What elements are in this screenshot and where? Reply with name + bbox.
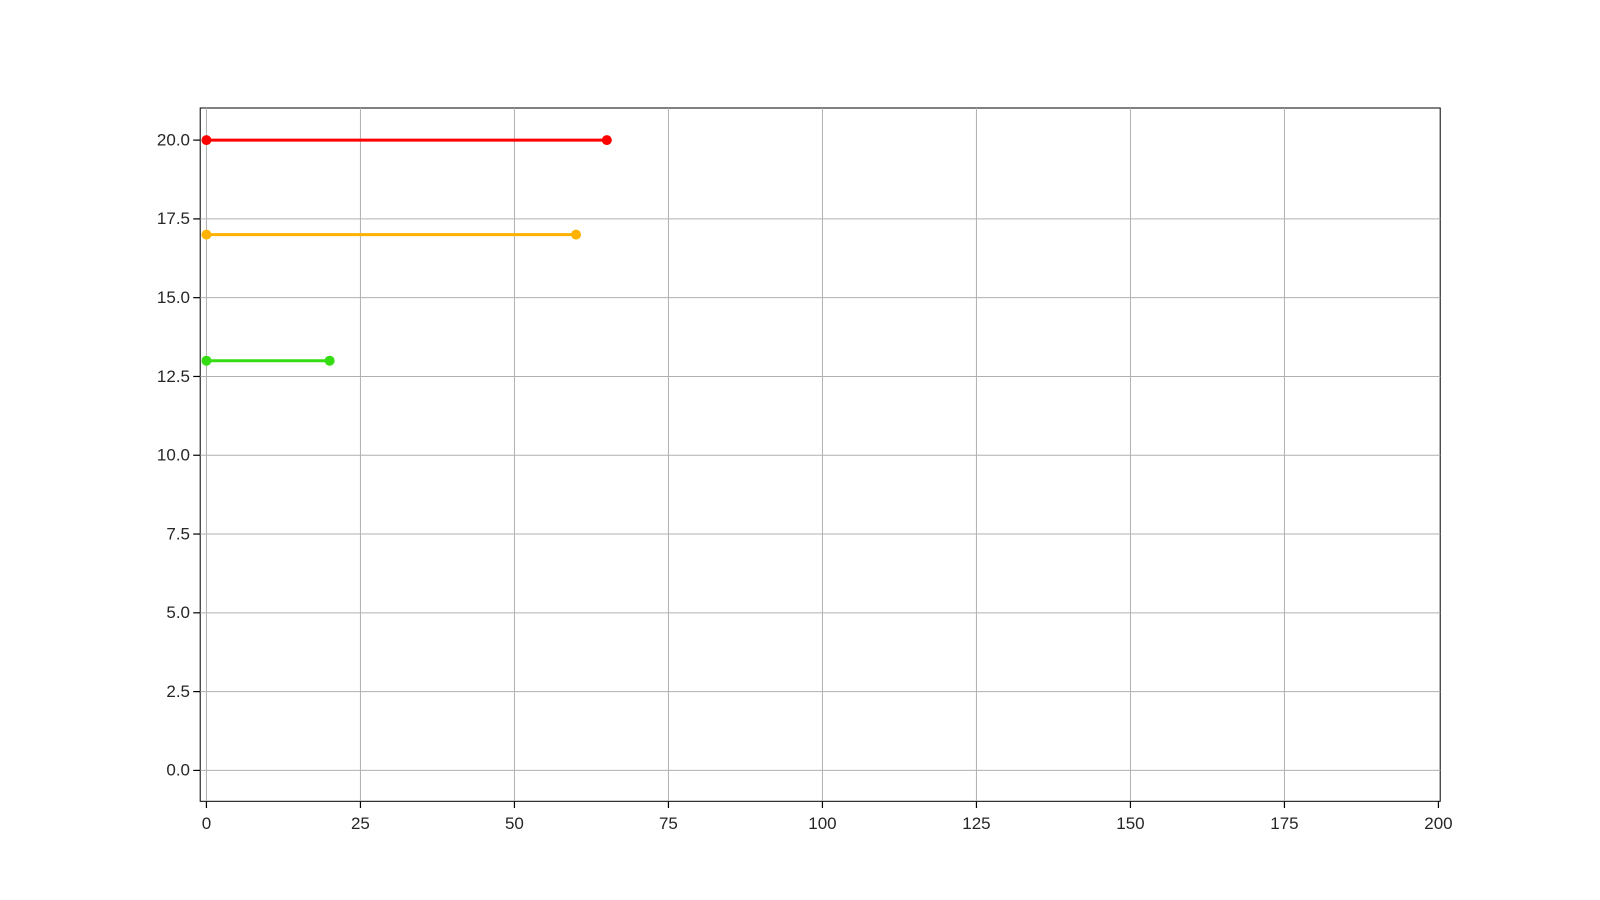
svg-text:5.0: 5.0 <box>166 603 190 622</box>
svg-text:15.0: 15.0 <box>157 288 190 307</box>
svg-text:50: 50 <box>505 814 524 833</box>
svg-text:10.0: 10.0 <box>157 446 190 465</box>
svg-text:12.5: 12.5 <box>157 367 190 386</box>
svg-text:0.0: 0.0 <box>166 761 190 780</box>
svg-text:125: 125 <box>962 814 990 833</box>
svg-text:75: 75 <box>659 814 678 833</box>
svg-text:200: 200 <box>1424 814 1452 833</box>
svg-text:25: 25 <box>351 814 370 833</box>
svg-text:175: 175 <box>1270 814 1298 833</box>
svg-text:17.5: 17.5 <box>157 209 190 228</box>
svg-text:0: 0 <box>202 814 211 833</box>
svg-text:7.5: 7.5 <box>166 524 190 543</box>
svg-text:2.5: 2.5 <box>166 682 190 701</box>
svg-text:20.0: 20.0 <box>157 130 190 149</box>
svg-text:100: 100 <box>808 814 836 833</box>
svg-text:150: 150 <box>1116 814 1144 833</box>
